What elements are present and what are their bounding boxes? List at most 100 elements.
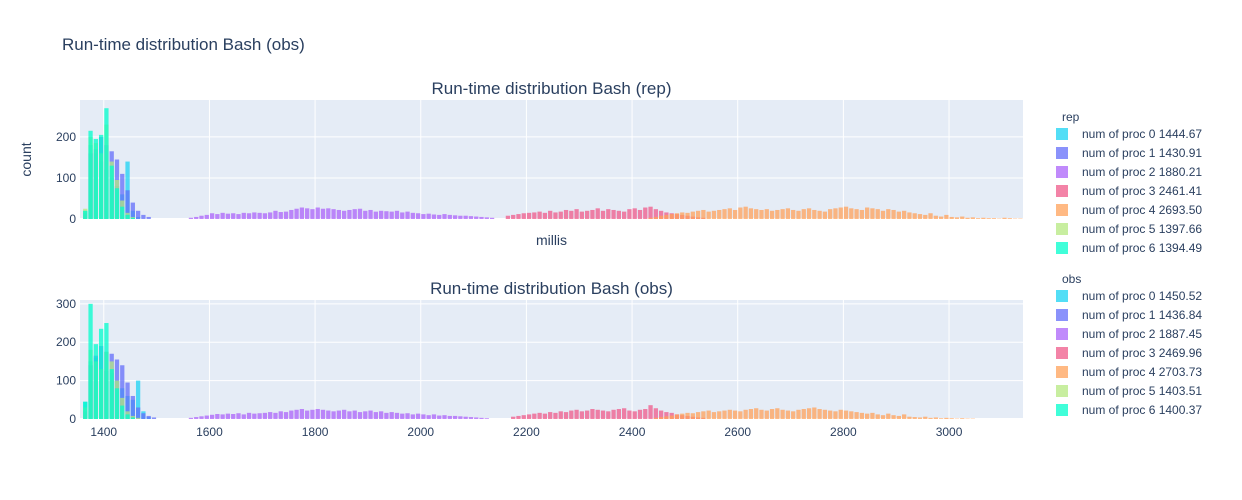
histogram-bar[interactable] xyxy=(146,216,151,219)
histogram-bar[interactable] xyxy=(135,380,141,419)
histogram-bar[interactable] xyxy=(695,210,701,219)
histogram-bar[interactable] xyxy=(463,215,468,219)
histogram-bar[interactable] xyxy=(674,414,680,419)
histogram-bar[interactable] xyxy=(479,216,484,219)
histogram-bar[interactable] xyxy=(125,190,130,219)
histogram-bar[interactable] xyxy=(342,409,347,419)
histogram-bar[interactable] xyxy=(743,409,748,419)
legend-item[interactable]: num of proc 1 1430.91 xyxy=(1056,146,1202,160)
histogram-bar[interactable] xyxy=(981,217,986,219)
histogram-bar[interactable] xyxy=(685,412,690,419)
histogram-bar[interactable] xyxy=(590,409,595,419)
histogram-bar[interactable] xyxy=(616,210,621,219)
histogram-bar[interactable] xyxy=(859,209,865,219)
histogram-bar[interactable] xyxy=(474,417,479,419)
histogram-bar[interactable] xyxy=(516,214,521,219)
histogram-bar[interactable] xyxy=(442,415,447,419)
histogram-bar[interactable] xyxy=(764,410,769,419)
histogram-bar[interactable] xyxy=(120,405,125,419)
histogram-bar[interactable] xyxy=(468,417,474,419)
histogram-bar[interactable] xyxy=(368,209,373,219)
histogram-bar[interactable] xyxy=(632,208,637,219)
histogram-bar[interactable] xyxy=(717,209,722,219)
histogram-bar[interactable] xyxy=(769,210,775,219)
histogram-bar[interactable] xyxy=(880,415,886,419)
histogram-bar[interactable] xyxy=(574,409,579,419)
histogram-bar[interactable] xyxy=(220,414,225,419)
histogram-bar[interactable] xyxy=(537,211,542,219)
histogram-bar[interactable] xyxy=(415,413,421,419)
histogram-bar[interactable] xyxy=(268,212,273,219)
histogram-bar[interactable] xyxy=(231,414,236,419)
histogram-bar[interactable] xyxy=(88,130,93,219)
histogram-bar[interactable] xyxy=(923,214,928,219)
histogram-bar[interactable] xyxy=(838,207,843,219)
histogram-bar[interactable] xyxy=(548,210,553,219)
histogram-bar[interactable] xyxy=(748,208,754,219)
histogram-bar[interactable] xyxy=(653,408,658,419)
histogram-bar[interactable] xyxy=(563,412,569,419)
histogram-bar[interactable] xyxy=(775,209,780,219)
histogram-bar[interactable] xyxy=(1007,218,1012,219)
histogram-bar[interactable] xyxy=(817,210,822,219)
histogram-bar[interactable] xyxy=(738,411,743,419)
histogram-bar[interactable] xyxy=(701,209,706,219)
histogram-bar[interactable] xyxy=(970,217,975,219)
histogram-bar[interactable] xyxy=(320,409,326,419)
histogram-bar[interactable] xyxy=(431,414,437,419)
histogram-bar[interactable] xyxy=(199,215,204,219)
histogram-bar[interactable] xyxy=(907,416,912,419)
histogram-bar[interactable] xyxy=(400,413,405,419)
histogram-bar[interactable] xyxy=(542,413,548,419)
histogram-bar[interactable] xyxy=(347,411,352,419)
histogram-bar[interactable] xyxy=(294,208,299,219)
histogram-bar[interactable] xyxy=(426,213,431,219)
histogram-bar[interactable] xyxy=(727,208,732,219)
histogram-bar[interactable] xyxy=(474,216,479,219)
histogram-bar[interactable] xyxy=(664,214,669,219)
histogram-bar[interactable] xyxy=(822,409,828,419)
histogram-bar[interactable] xyxy=(225,213,231,219)
histogram-bar[interactable] xyxy=(928,417,933,419)
histogram-bar[interactable] xyxy=(606,209,611,219)
histogram-bar[interactable] xyxy=(643,207,648,219)
histogram-bar[interactable] xyxy=(585,210,590,219)
histogram-bar[interactable] xyxy=(648,206,653,219)
histogram-bar[interactable] xyxy=(389,412,394,419)
histogram-bar[interactable] xyxy=(120,206,125,219)
histogram-bar[interactable] xyxy=(632,411,637,419)
histogram-bar[interactable] xyxy=(215,214,220,219)
histogram-bar[interactable] xyxy=(373,412,378,419)
histogram-bar[interactable] xyxy=(579,211,585,219)
histogram-bar[interactable] xyxy=(944,417,949,419)
histogram-bar[interactable] xyxy=(537,412,542,419)
histogram-bar[interactable] xyxy=(806,408,812,419)
histogram-bar[interactable] xyxy=(421,214,426,219)
histogram-bar[interactable] xyxy=(236,214,241,219)
histogram-bar[interactable] xyxy=(209,213,215,219)
histogram-bar[interactable] xyxy=(732,209,738,219)
histogram-bar[interactable] xyxy=(114,188,120,219)
histogram-bar[interactable] xyxy=(854,412,859,419)
histogram-bar[interactable] xyxy=(410,414,415,419)
histogram-bar[interactable] xyxy=(648,217,653,219)
histogram-bar[interactable] xyxy=(912,213,917,219)
histogram-bar[interactable] xyxy=(452,415,458,419)
histogram-bar[interactable] xyxy=(135,407,141,419)
histogram-bar[interactable] xyxy=(400,212,405,219)
histogram-bar[interactable] xyxy=(917,417,923,419)
histogram-bar[interactable] xyxy=(342,210,347,219)
histogram-bar[interactable] xyxy=(812,209,817,219)
histogram-bar[interactable] xyxy=(865,207,870,219)
histogram-bar[interactable] xyxy=(431,214,437,219)
histogram-bar[interactable] xyxy=(595,208,600,219)
histogram-bar[interactable] xyxy=(870,208,875,219)
histogram-bar[interactable] xyxy=(384,412,389,419)
histogram-bar[interactable] xyxy=(859,412,865,419)
histogram-bar[interactable] xyxy=(521,213,526,219)
histogram-bar[interactable] xyxy=(817,409,822,419)
histogram-bar[interactable] xyxy=(352,209,357,219)
legend-item[interactable]: num of proc 4 2693.50 xyxy=(1056,203,1202,217)
histogram-bar[interactable] xyxy=(901,414,907,419)
histogram-bar[interactable] xyxy=(273,412,278,419)
